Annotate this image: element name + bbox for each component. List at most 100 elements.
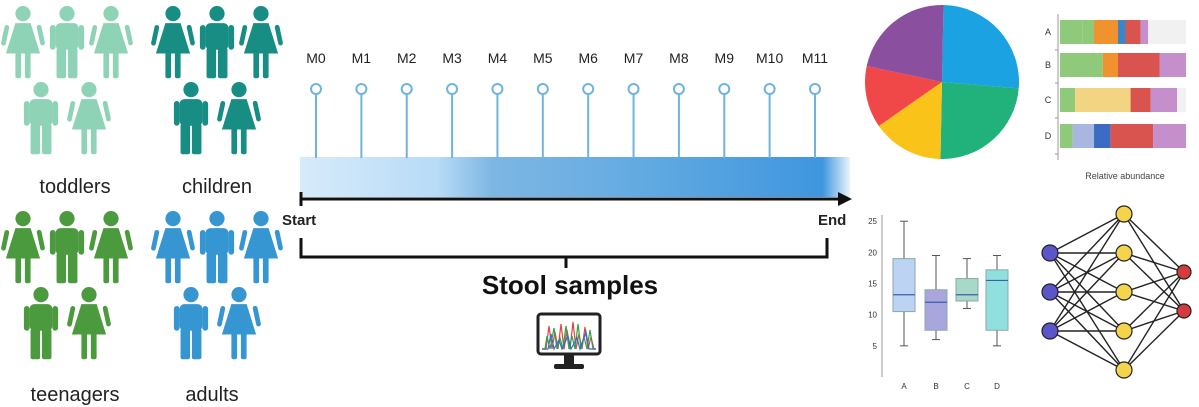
stacked-category-label: C	[1045, 95, 1052, 105]
network-edge	[1123, 310, 1185, 371]
box-plot: 5 10 15 20 25 A B C D	[868, 215, 1009, 391]
stacked-segment	[1125, 20, 1141, 44]
network-output-node	[1176, 303, 1192, 319]
people-children-icon	[151, 6, 283, 155]
stacked-category-label: A	[1045, 27, 1051, 37]
stacked-segment	[1153, 124, 1186, 148]
month-marker	[809, 83, 821, 95]
stacked-category-label: B	[1045, 60, 1051, 70]
stacked-segment	[1060, 88, 1076, 112]
stacked-segment	[1072, 124, 1095, 148]
month-label: M0	[306, 50, 326, 66]
network-edge	[1123, 271, 1185, 332]
month-label: M10	[756, 50, 784, 66]
network-output-node	[1176, 264, 1192, 280]
stacked-segment	[1110, 124, 1154, 148]
month-marker	[627, 83, 640, 95]
stacked-segment	[1094, 124, 1111, 148]
monitor-chromatogram-icon	[536, 312, 602, 369]
month-label: M1	[351, 50, 372, 66]
stacked-segment	[1148, 20, 1186, 44]
people-adults-icon	[151, 211, 283, 360]
samples-bracket	[299, 238, 829, 259]
stacked-segment	[1159, 53, 1186, 77]
network-edge	[1123, 271, 1185, 293]
network-input-node	[1041, 283, 1059, 301]
month-marker	[718, 83, 731, 95]
box-y-tick-label: 20	[868, 248, 877, 257]
stacked-segment	[1060, 20, 1083, 44]
stacked-segment	[1060, 124, 1073, 148]
stacked-segment	[1177, 88, 1186, 112]
network-edge	[1049, 213, 1125, 254]
network-input-node	[1041, 244, 1059, 262]
stacked-segment	[1060, 53, 1103, 77]
month-marker	[763, 83, 776, 95]
month-label: M4	[487, 50, 508, 66]
network-hidden-node	[1115, 322, 1133, 340]
network-edge	[1123, 252, 1185, 273]
people-teenagers-icon	[1, 211, 133, 360]
stacked-segment	[1117, 20, 1126, 44]
network-edge	[1049, 213, 1125, 293]
box-y-tick-label: 15	[868, 280, 877, 289]
month-label: M5	[533, 50, 553, 66]
month-label: M3	[442, 50, 462, 66]
month-label: M11	[801, 50, 829, 66]
box-category-label: B	[933, 382, 938, 391]
group-label-adults: adults	[185, 384, 239, 406]
box-category-label: C	[964, 382, 970, 391]
network-hidden-node	[1115, 244, 1133, 262]
stacked-segment	[1075, 88, 1131, 112]
network-hidden-node	[1115, 361, 1133, 379]
month-label: M6	[578, 50, 598, 66]
network-hidden-node	[1115, 205, 1133, 223]
group-label-toddlers: toddlers	[39, 176, 111, 198]
network-edge	[1049, 291, 1125, 332]
month-marker	[672, 83, 685, 95]
pie-slice	[940, 82, 1019, 159]
stacked-segment	[1130, 88, 1151, 112]
box-body	[924, 289, 948, 331]
network-edge	[1123, 213, 1185, 273]
month-label: M7	[623, 50, 644, 66]
month-marker	[355, 83, 368, 95]
stacked-xlabel: Relative abundance	[1085, 171, 1165, 181]
box-category-label: D	[994, 382, 1000, 391]
pie-slice	[866, 4, 944, 82]
timeline-start-label: Start	[282, 212, 317, 229]
group-label-teenagers: teenagers	[30, 384, 120, 406]
people-toddlers-icon	[1, 6, 133, 155]
stacked-segment	[1082, 20, 1095, 44]
timeline-arrowhead	[838, 192, 852, 206]
month-label: M8	[669, 50, 689, 66]
stacked-segment	[1150, 88, 1178, 112]
network-edge	[1049, 252, 1125, 332]
network-hidden-node	[1115, 283, 1133, 301]
box-y-tick-label: 5	[873, 342, 878, 351]
network-input-node	[1041, 322, 1059, 340]
month-marker	[536, 83, 549, 95]
month-marker	[310, 83, 322, 95]
box-y-tick-label: 25	[868, 217, 877, 226]
timeline-end-label: End	[818, 212, 847, 229]
stacked-segment	[1140, 20, 1149, 44]
stacked-segment	[1117, 53, 1160, 77]
box-body	[955, 278, 979, 302]
pie-slice	[878, 82, 942, 159]
pie-chart	[865, 4, 1019, 159]
box-y-tick-label: 10	[868, 311, 877, 320]
stacked-segment	[1102, 53, 1118, 77]
network-edge	[1123, 271, 1185, 371]
pie-slice	[865, 66, 942, 127]
timeline-band	[300, 157, 850, 197]
stacked-bar-chart: Relative abundance A B C D	[1045, 14, 1186, 181]
stool-samples-label: Stool samples	[481, 270, 659, 300]
group-label-children: children	[181, 176, 253, 198]
month-marker	[491, 83, 504, 95]
stacked-segment	[1094, 20, 1118, 44]
network-edge	[1049, 330, 1125, 371]
pie-slice	[942, 5, 1019, 89]
